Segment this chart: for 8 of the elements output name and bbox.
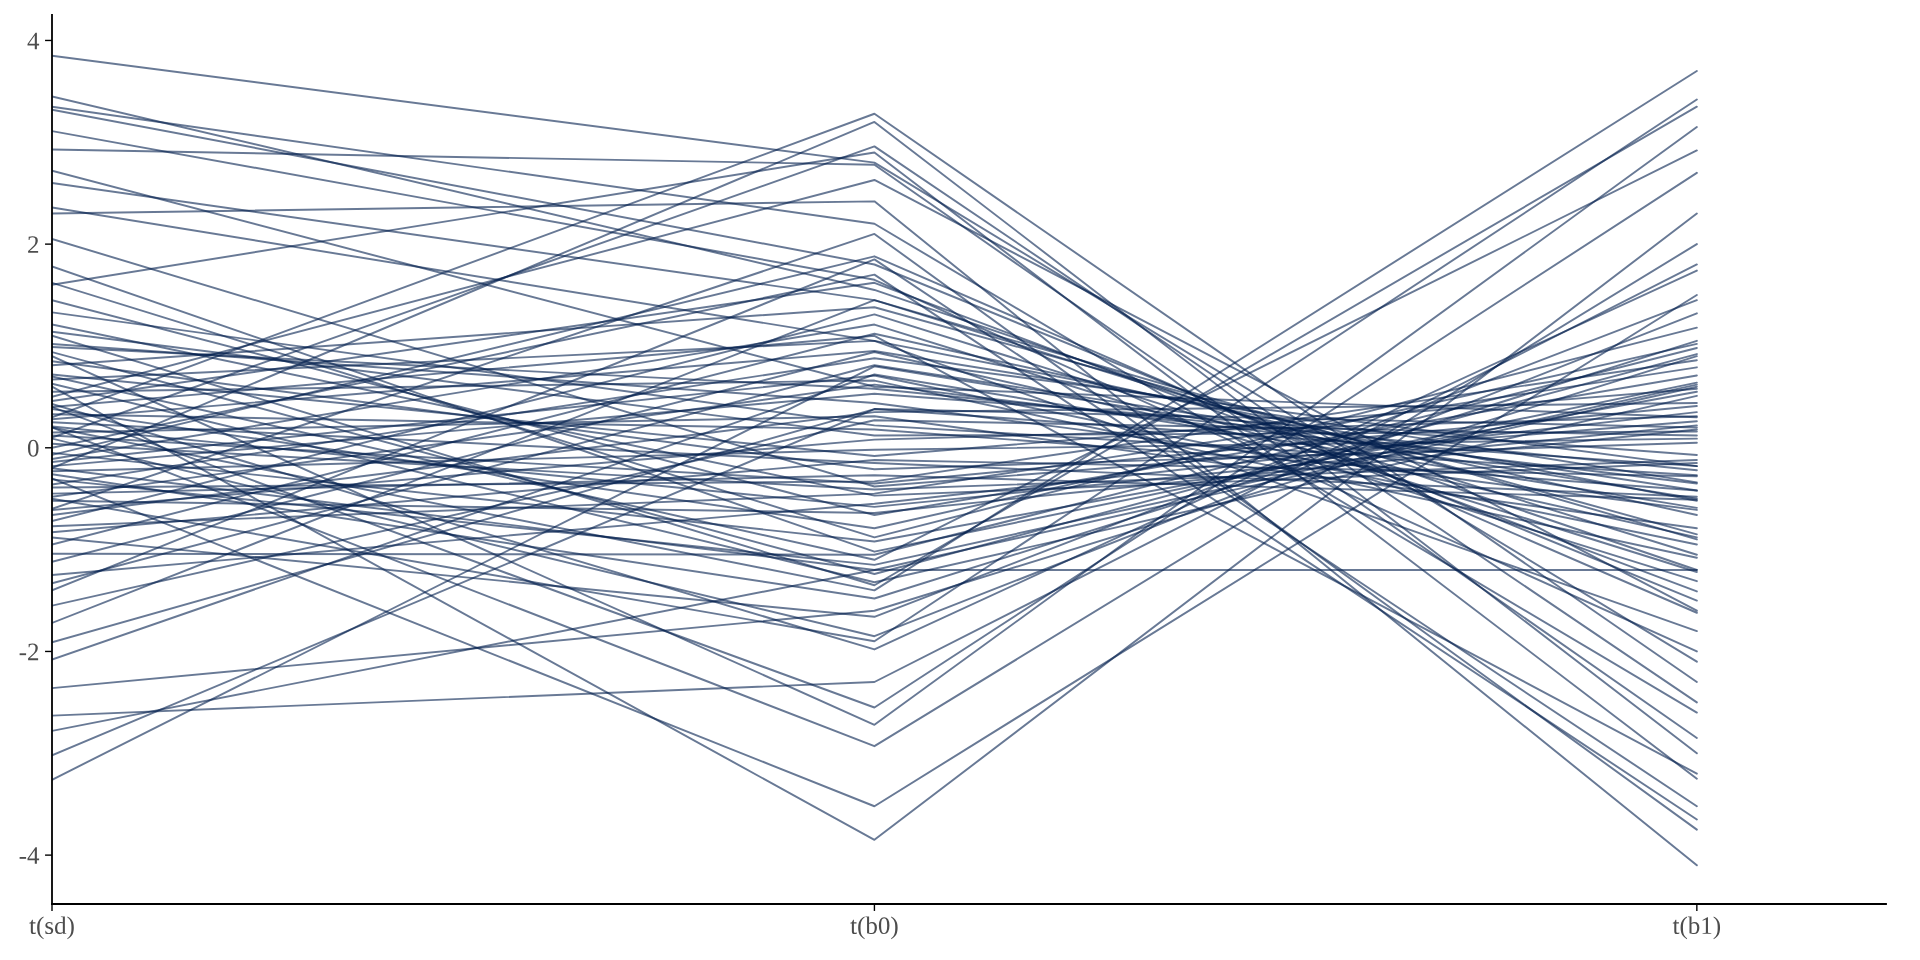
y-tick-label: -4	[19, 847, 40, 864]
y-tick-label: -2	[19, 643, 39, 661]
y-tick-label: 4	[27, 32, 40, 50]
y-tick-label: 2	[28, 236, 39, 253]
y-tick-label: 0	[27, 439, 39, 457]
x-tick-label: t(b0)	[850, 916, 898, 940]
x-tick-label: t(sd)	[29, 916, 74, 940]
x-tick-label: t(b1)	[1672, 916, 1721, 940]
